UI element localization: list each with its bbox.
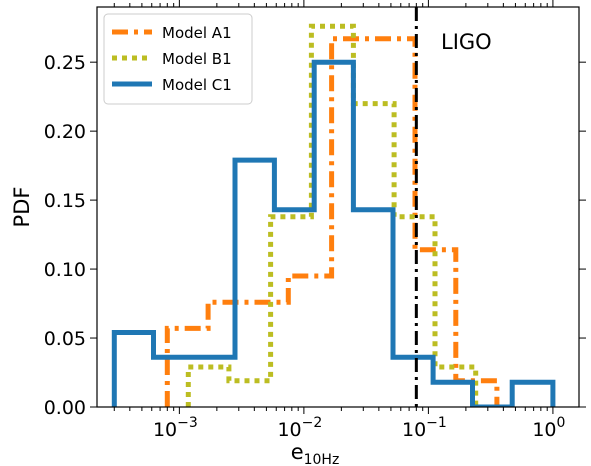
y-tick-label: 0.05 [44,328,86,350]
y-tick-label: 0.10 [44,259,86,281]
x-axis-label-main: e [291,440,304,464]
x-tick-label: 100 [532,415,565,441]
legend-label: Model A1 [162,24,232,42]
legend: Model A1 Model B1 Model C1 [103,13,253,105]
x-tick-label: 10−2 [277,415,322,441]
x-tick-label: 10−3 [153,415,198,441]
y-axis-ticks: 0.00 0.05 0.10 0.15 0.20 0.25 [44,52,586,419]
histogram-series-2 [185,23,479,407]
legend-label: Model B1 [162,50,232,68]
plot-frame [96,6,580,408]
x-axis-label: e10Hz [291,440,340,466]
legend-label: Model C1 [162,76,232,94]
y-tick-label: 0.20 [44,121,86,143]
y-tick-label: 0.00 [44,397,86,419]
x-axis-label-subscript: 10Hz [304,452,340,466]
ligo-annotation: LIGO [441,30,492,54]
series-layer [111,23,556,407]
histogram-series-1 [164,36,500,407]
y-tick-label: 0.15 [44,190,86,212]
y-axis-label: PDF [10,187,34,228]
histogram-series-3 [111,59,556,407]
y-tick-label: 0.25 [44,52,86,74]
x-axis-ticks: 10−3 10−2 10−1 100 [113,0,565,441]
x-tick-label: 10−1 [402,415,447,441]
